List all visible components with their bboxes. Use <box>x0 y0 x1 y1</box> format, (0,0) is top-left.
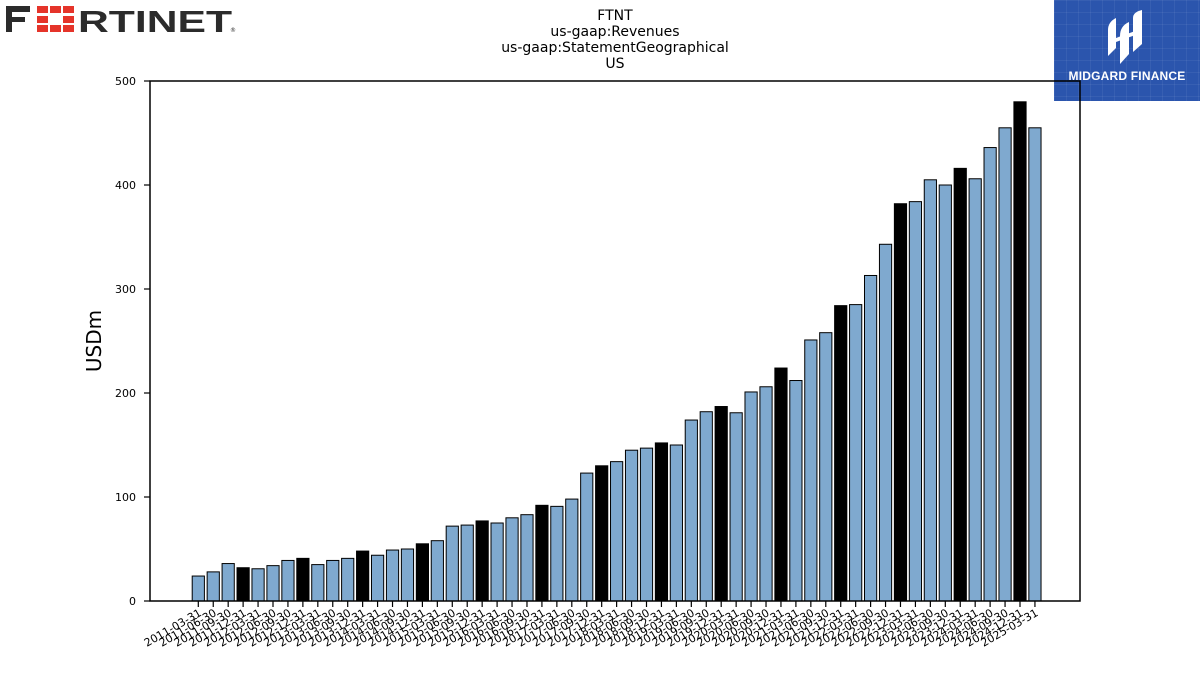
bars-layer <box>191 101 1042 602</box>
bar-2019-12-31 <box>714 406 728 602</box>
bar-2019-03-31 <box>669 444 683 602</box>
bar-2017-06-30 <box>565 498 579 602</box>
bar-2020-06-30 <box>744 391 758 602</box>
bar-2023-12-31 <box>953 167 967 602</box>
bar-2019-09-30 <box>699 411 713 602</box>
chart-title-line-4: US <box>605 56 625 72</box>
y-tick-label: 0 <box>129 595 136 608</box>
bar-2024-12-31 <box>1013 101 1027 602</box>
bar-2012-12-31 <box>296 557 310 602</box>
bar-2011-09-30 <box>221 563 235 602</box>
bar-2021-03-31 <box>789 380 803 602</box>
bar-2024-03-31 <box>968 178 982 602</box>
chart-title-line-3: us-gaap:StatementGeographical <box>501 40 729 56</box>
y-axis-ticks: 0 100 200 300 400 500 <box>115 75 150 608</box>
midgard-finance-label: MIDGARD FINANCE <box>1068 69 1186 83</box>
bar-2015-12-31 <box>475 520 489 602</box>
bar-2012-03-31 <box>251 568 265 602</box>
svg-text:®: ® <box>230 27 236 34</box>
bar-2021-09-30 <box>819 332 833 602</box>
bar-2022-09-30 <box>878 243 893 602</box>
bar-2022-12-31 <box>893 203 908 602</box>
x-axis-ticks: 2011-03-312011-06-302011-09-302011-12-31… <box>142 601 1040 650</box>
bar-2021-06-30 <box>804 339 818 602</box>
bar-2012-06-30 <box>266 565 280 602</box>
bar-2024-09-30 <box>998 127 1012 602</box>
bar-2014-06-30 <box>385 549 400 602</box>
y-tick-label: 400 <box>115 179 136 192</box>
y-tick-label: 200 <box>115 387 136 400</box>
bar-2013-12-31 <box>356 550 370 602</box>
bar-2016-06-30 <box>505 517 519 602</box>
bar-2018-09-30 <box>639 447 654 602</box>
bar-2016-03-31 <box>490 522 504 602</box>
fortinet-logo-text: RTINET <box>78 4 232 36</box>
bar-2018-12-31 <box>654 442 669 602</box>
chart-title-line-2: us-gaap:Revenues <box>550 24 680 40</box>
bar-2025-03-31 <box>1028 127 1042 602</box>
bar-2018-06-30 <box>624 449 639 602</box>
bar-2017-03-31 <box>550 505 564 602</box>
bar-2013-09-30 <box>341 557 355 602</box>
fortinet-logo-grid-mark <box>37 6 74 32</box>
chart-title-line-1: FTNT <box>597 8 633 24</box>
y-tick-label: 500 <box>115 75 136 88</box>
bar-2016-12-31 <box>535 504 549 602</box>
bar-2017-09-30 <box>580 472 594 602</box>
bar-2013-06-30 <box>326 559 340 602</box>
bar-2018-03-31 <box>610 461 624 602</box>
bar-2012-09-30 <box>281 559 295 602</box>
bar-2015-03-31 <box>430 540 444 602</box>
bar-2021-12-31 <box>834 305 848 602</box>
bar-2011-12-31 <box>236 567 250 602</box>
midgard-finance-logo: MIDGARD FINANCE <box>1054 0 1200 101</box>
bar-2014-03-31 <box>370 554 385 602</box>
bar-2017-12-31 <box>595 465 609 602</box>
y-tick-label: 300 <box>115 283 136 296</box>
bar-2014-09-30 <box>400 548 415 602</box>
bar-2022-06-30 <box>864 274 878 602</box>
y-axis-label: USDm <box>82 310 106 372</box>
bar-2020-09-30 <box>759 386 773 602</box>
bar-2020-12-31 <box>774 367 788 602</box>
bar-2015-06-30 <box>445 525 459 602</box>
bar-2024-06-30 <box>983 147 997 602</box>
bar-2015-09-30 <box>460 524 474 602</box>
bar-2022-03-31 <box>849 304 863 602</box>
bar-2019-06-30 <box>684 419 698 602</box>
bar-2013-03-31 <box>311 564 325 602</box>
bar-2023-03-31 <box>908 201 923 602</box>
bar-2020-03-31 <box>729 412 743 602</box>
fortinet-logo-wordmark <box>6 6 30 32</box>
bar-2023-06-30 <box>923 179 937 602</box>
bar-2023-09-30 <box>938 184 952 602</box>
bar-2014-12-31 <box>415 543 429 602</box>
bar-2011-03-31 <box>191 575 205 602</box>
plot-frame <box>149 80 1081 602</box>
y-tick-label: 100 <box>115 491 136 504</box>
midgard-mark-icon <box>1108 10 1142 64</box>
bar-2011-06-30 <box>206 571 220 602</box>
bar-2016-09-30 <box>520 514 534 602</box>
fortinet-logo: RTINET ® <box>6 4 236 36</box>
